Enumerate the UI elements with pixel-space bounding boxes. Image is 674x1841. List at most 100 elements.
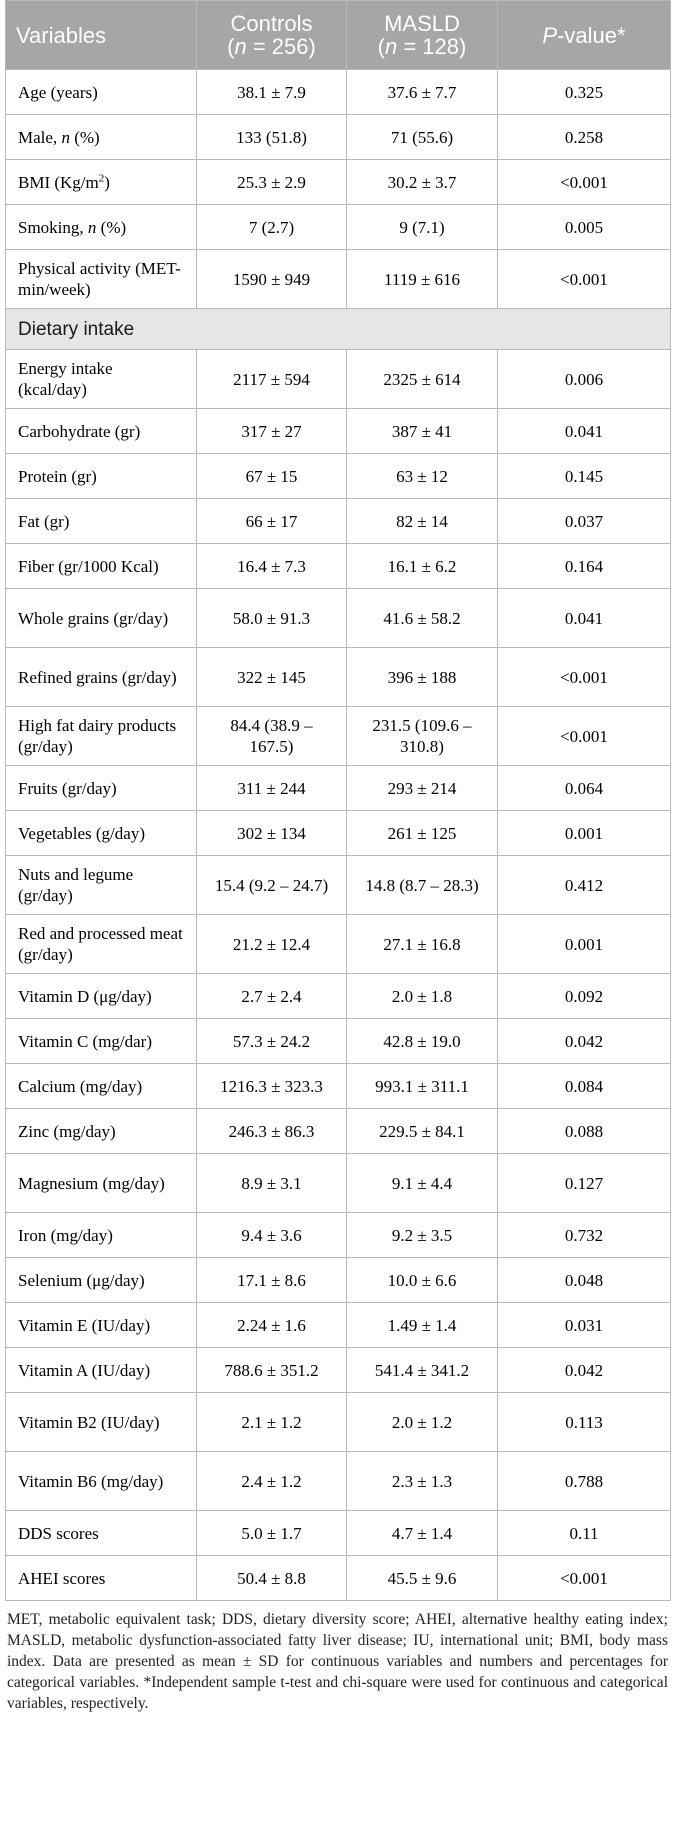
p-value-cell: 0.145 (497, 453, 671, 499)
table-row: High fat dairy products (gr/day) 84.4 (38… (5, 706, 671, 766)
variable-cell: Vitamin E (IU/day) (5, 1302, 197, 1348)
controls-value-cell: 16.4 ± 7.3 (196, 543, 347, 589)
masld-value-cell: 71 (55.6) (346, 114, 498, 160)
table-row: Calcium (mg/day) 1216.3 ± 323.3 993.1 ± 31… (5, 1063, 671, 1109)
variable-cell: Carbohydrate (gr) (5, 408, 197, 454)
table-body: Age (years) 38.1 ± 7.9 37.6 ± 7.7 0.325 Male… (5, 69, 671, 1601)
p-value-cell: 0.005 (497, 204, 671, 250)
variable-cell: Fiber (gr/1000 Kcal) (5, 543, 197, 589)
controls-value-cell: 21.2 ± 12.4 (196, 914, 347, 974)
variable-cell: Red and processed meat (gr/day) (5, 914, 197, 974)
table-row: Smoking, n (%) 7 (2.7) 9 (7.1) 0.005 (5, 204, 671, 250)
header-masld-label: MASLD (384, 11, 460, 36)
variable-cell: Calcium (mg/day) (5, 1063, 197, 1109)
p-value-cell: 0.041 (497, 588, 671, 648)
p-value-cell: 0.127 (497, 1153, 671, 1213)
masld-value-cell: 41.6 ± 58.2 (346, 588, 498, 648)
controls-value-cell: 302 ± 134 (196, 810, 347, 856)
p-value-cell: <0.001 (497, 249, 671, 309)
table-row: Vitamin C (mg/dar) 57.3 ± 24.2 42.8 ± 19.0… (5, 1018, 671, 1064)
section-label: Dietary intake (5, 308, 671, 350)
header-controls-label: Controls (230, 11, 313, 36)
table-row: AHEI scores 50.4 ± 8.8 45.5 ± 9.6 <0.001 (5, 1555, 671, 1601)
header-controls: Controls (n = 256) (196, 0, 347, 70)
controls-value-cell: 84.4 (38.9 – 167.5) (196, 706, 347, 766)
p-value-cell: 0.041 (497, 408, 671, 454)
variable-cell: Magnesium (mg/day) (5, 1153, 197, 1213)
p-value-cell: 0.325 (497, 69, 671, 115)
controls-value-cell: 9.4 ± 3.6 (196, 1212, 347, 1258)
table-row: Male, n (%) 133 (51.8) 71 (55.6) 0.258 (5, 114, 671, 160)
masld-value-cell: 2.3 ± 1.3 (346, 1451, 498, 1511)
variable-cell: Energy intake (kcal/day) (5, 349, 197, 409)
variable-cell: Nuts and legume (gr/day) (5, 855, 197, 915)
p-value-cell: 0.092 (497, 973, 671, 1019)
variable-cell: Iron (mg/day) (5, 1212, 197, 1258)
table-row: Fruits (gr/day) 311 ± 244 293 ± 214 0.064 (5, 765, 671, 811)
masld-value-cell: 229.5 ± 84.1 (346, 1108, 498, 1154)
controls-value-cell: 2.7 ± 2.4 (196, 973, 347, 1019)
table-row: Nuts and legume (gr/day) 15.4 (9.2 – 24.7… (5, 855, 671, 915)
controls-value-cell: 7 (2.7) (196, 204, 347, 250)
controls-value-cell: 5.0 ± 1.7 (196, 1510, 347, 1556)
table-row: Carbohydrate (gr) 317 ± 27 387 ± 41 0.041 (5, 408, 671, 454)
variable-cell: Fat (gr) (5, 498, 197, 544)
controls-value-cell: 2117 ± 594 (196, 349, 347, 409)
masld-value-cell: 4.7 ± 1.4 (346, 1510, 498, 1556)
masld-value-cell: 82 ± 14 (346, 498, 498, 544)
masld-value-cell: 42.8 ± 19.0 (346, 1018, 498, 1064)
masld-value-cell: 9.2 ± 3.5 (346, 1212, 498, 1258)
table-row: Age (years) 38.1 ± 7.9 37.6 ± 7.7 0.325 (5, 69, 671, 115)
table-header: Variables Controls (n = 256) MASLD (n = … (5, 0, 671, 70)
masld-value-cell: 10.0 ± 6.6 (346, 1257, 498, 1303)
controls-value-cell: 67 ± 15 (196, 453, 347, 499)
table-row: Protein (gr) 67 ± 15 63 ± 12 0.145 (5, 453, 671, 499)
p-value-cell: 0.088 (497, 1108, 671, 1154)
p-value-cell: 0.084 (497, 1063, 671, 1109)
p-value-cell: <0.001 (497, 1555, 671, 1601)
header-variables: Variables (5, 0, 197, 70)
variable-cell: Fruits (gr/day) (5, 765, 197, 811)
variable-cell: Selenium (μg/day) (5, 1257, 197, 1303)
table-row: Vitamin B6 (mg/day) 2.4 ± 1.2 2.3 ± 1.3 0.7… (5, 1451, 671, 1511)
table-row: Vitamin D (μg/day) 2.7 ± 2.4 2.0 ± 1.8 0.09… (5, 973, 671, 1019)
table-row: DDS scores 5.0 ± 1.7 4.7 ± 1.4 0.11 (5, 1510, 671, 1556)
p-value-cell: <0.001 (497, 706, 671, 766)
p-value-cell: 0.031 (497, 1302, 671, 1348)
table-row: Fiber (gr/1000 Kcal) 16.4 ± 7.3 16.1 ± 6.2… (5, 543, 671, 589)
controls-value-cell: 2.4 ± 1.2 (196, 1451, 347, 1511)
masld-value-cell: 261 ± 125 (346, 810, 498, 856)
p-value-cell: 0.048 (497, 1257, 671, 1303)
variable-cell: Whole grains (gr/day) (5, 588, 197, 648)
p-value-cell: 0.113 (497, 1392, 671, 1452)
baseline-characteristics-table: Variables Controls (n = 256) MASLD (n = … (5, 0, 671, 1601)
masld-value-cell: 30.2 ± 3.7 (346, 159, 498, 205)
table-row: Zinc (mg/day) 246.3 ± 86.3 229.5 ± 84.1 0.0… (5, 1108, 671, 1154)
table-row: Vegetables (g/day) 302 ± 134 261 ± 125 0.00… (5, 810, 671, 856)
table-row: Magnesium (mg/day) 8.9 ± 3.1 9.1 ± 4.4 0.12… (5, 1153, 671, 1213)
table-row: Vitamin E (IU/day) 2.24 ± 1.6 1.49 ± 1.4 0.… (5, 1302, 671, 1348)
table-row: Red and processed meat (gr/day) 21.2 ± 12… (5, 914, 671, 974)
table-row: Vitamin A (IU/day) 788.6 ± 351.2 541.4 ± 3… (5, 1347, 671, 1393)
masld-value-cell: 1119 ± 616 (346, 249, 498, 309)
variable-cell: Physical activity (MET-min/week) (5, 249, 197, 309)
variable-cell: Protein (gr) (5, 453, 197, 499)
p-value-cell: <0.001 (497, 647, 671, 707)
table-row: BMI (Kg/m2) 25.3 ± 2.9 30.2 ± 3.7 <0.001 (5, 159, 671, 205)
variable-cell: High fat dairy products (gr/day) (5, 706, 197, 766)
masld-value-cell: 993.1 ± 311.1 (346, 1063, 498, 1109)
controls-value-cell: 58.0 ± 91.3 (196, 588, 347, 648)
masld-value-cell: 9 (7.1) (346, 204, 498, 250)
variable-cell: Vitamin B2 (IU/day) (5, 1392, 197, 1452)
masld-value-cell: 27.1 ± 16.8 (346, 914, 498, 974)
p-value-cell: 0.164 (497, 543, 671, 589)
table-footnote: MET, metabolic equivalent task; DDS, die… (7, 1611, 668, 1712)
table-row: Iron (mg/day) 9.4 ± 3.6 9.2 ± 3.5 0.732 (5, 1212, 671, 1258)
variable-cell: Male, n (%) (5, 114, 197, 160)
section-row-dietary-intake: Dietary intake (5, 308, 671, 350)
masld-value-cell: 9.1 ± 4.4 (346, 1153, 498, 1213)
masld-value-cell: 396 ± 188 (346, 647, 498, 707)
p-value-cell: <0.001 (497, 159, 671, 205)
table-row: Vitamin B2 (IU/day) 2.1 ± 1.2 2.0 ± 1.2 0.1… (5, 1392, 671, 1452)
p-value-cell: 0.037 (497, 498, 671, 544)
